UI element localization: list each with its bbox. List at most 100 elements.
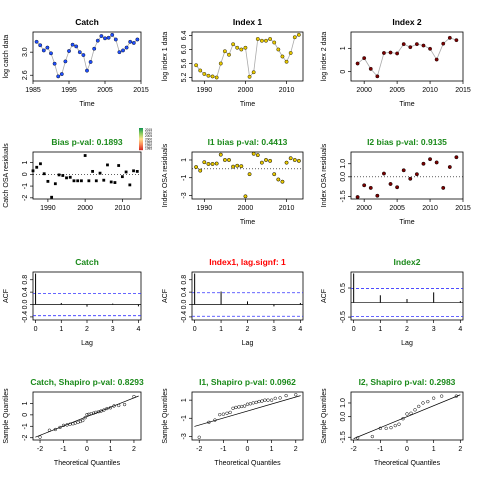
data-point [56, 74, 61, 79]
y-tick-label: -1 [181, 175, 188, 181]
data-point [237, 405, 241, 409]
data-point [288, 156, 293, 161]
index2_series-panel: Index 2 2000 2005 2010 2015 0 1 Time log index 2… [321, 17, 471, 108]
data-point [113, 37, 118, 42]
residual-point [135, 169, 139, 173]
legend-gradient-cell [139, 134, 143, 136]
y-tick-label: 0 [340, 70, 347, 74]
data-point [441, 185, 446, 190]
qq-reference-line [194, 395, 301, 427]
residual-point [109, 180, 113, 184]
y-axis-label: Sample Quantiles [162, 388, 169, 444]
data-point [128, 39, 133, 44]
data-point [432, 396, 436, 400]
data-point [362, 56, 367, 61]
residual-point [76, 179, 80, 183]
data-point [210, 74, 215, 79]
y-tick-label: 0.4 [22, 287, 29, 297]
y-tick-label: 2.6 [22, 70, 29, 80]
x-axis-label: Time [399, 101, 414, 108]
x-tick-label: 2015 [455, 205, 471, 212]
data-point [102, 408, 106, 412]
x-tick-label: 0 [85, 446, 89, 453]
data-point [356, 436, 360, 440]
data-point [49, 51, 53, 56]
x-axis-label: Theoretical Quantiles [214, 460, 281, 467]
data-point [401, 168, 406, 173]
y-tick-label: 1.0 [340, 398, 347, 408]
catch_qq-panel: Catch, Shapiro p-val: 0.8293 -2 -1 0 1 2 -2 -1 0… [3, 377, 144, 467]
y-tick-label: 1 [22, 161, 29, 165]
data-point [447, 165, 452, 169]
legend-gradient-cell [139, 138, 143, 140]
data-point [95, 38, 100, 43]
y-tick-label: 5.6 [181, 59, 188, 69]
x-tick-label: 2015 [455, 87, 471, 94]
qq-reference-line [35, 395, 139, 438]
data-point [395, 185, 400, 190]
y-tick-label: 0.8 [22, 275, 29, 285]
residual-point [39, 162, 42, 166]
data-point [81, 418, 85, 423]
residual-point [72, 179, 76, 183]
y-tick-label: -1 [181, 415, 188, 421]
data-point [421, 43, 426, 48]
legend-gradient-cell [139, 140, 143, 142]
residual-point [35, 165, 39, 169]
panel-title: Index 1 [233, 17, 263, 27]
y-axis-label: Sample Quantiles [321, 388, 328, 444]
residual-point [91, 169, 94, 173]
data-point [206, 73, 211, 78]
data-point [227, 52, 231, 57]
y-axis-label: log index 2 data [321, 32, 328, 82]
x-tick-label: 2 [294, 446, 298, 453]
data-point [384, 426, 388, 430]
legend-gradient-cell [139, 143, 143, 145]
legend-gradient-cell [139, 147, 143, 149]
data-point [38, 43, 43, 48]
data-point [273, 396, 277, 400]
data-point [264, 38, 268, 43]
data-point [269, 398, 274, 402]
data-point [441, 41, 446, 46]
data-point [112, 404, 116, 408]
y-axis-label: Index OSA residuals [162, 143, 169, 207]
data-point [454, 155, 459, 160]
data-point [38, 435, 42, 439]
data-point [251, 70, 256, 75]
y-tick-label: -3 [181, 433, 188, 439]
data-point [74, 44, 79, 49]
x-axis-label: Time [399, 219, 414, 226]
data-point [47, 428, 52, 432]
y-axis-label: Index OSA residuals [321, 143, 328, 207]
residual-point [106, 163, 109, 167]
legend-gradient-cell [139, 144, 143, 146]
data-point [198, 168, 203, 173]
x-tick-label: 3 [272, 326, 276, 333]
data-point [122, 402, 127, 407]
x-tick-label: 4 [458, 326, 462, 333]
data-point [382, 51, 386, 55]
data-point [266, 398, 270, 402]
x-tick-label: -1 [220, 446, 226, 453]
y-axis-label: ACF [321, 289, 328, 303]
data-point [280, 54, 285, 59]
data-point [288, 51, 293, 55]
legend-gradient-cell [139, 142, 143, 144]
data-point [401, 42, 406, 47]
data-point [121, 48, 125, 53]
index1_resid-panel: I1 bias p-val: 0.4413 1990 2000 2010 -3 -1 1 Ti… [162, 137, 304, 226]
data-point [259, 38, 264, 43]
x-axis-label: Time [240, 101, 255, 108]
x-tick-label: 2015 [133, 87, 149, 94]
x-tick-label: 1 [219, 326, 223, 333]
y-tick-label: -0.4 [22, 311, 29, 323]
data-point [239, 47, 244, 52]
residual-point [46, 179, 50, 183]
data-point [103, 36, 107, 41]
plot-frame [350, 151, 464, 200]
catch_acf-panel: Catch 0 1 2 3 4 -0.40.0 0.4 0.8 Lag ACF [3, 257, 142, 347]
data-point [225, 411, 229, 415]
y-tick-label: 6.0 [181, 45, 188, 55]
